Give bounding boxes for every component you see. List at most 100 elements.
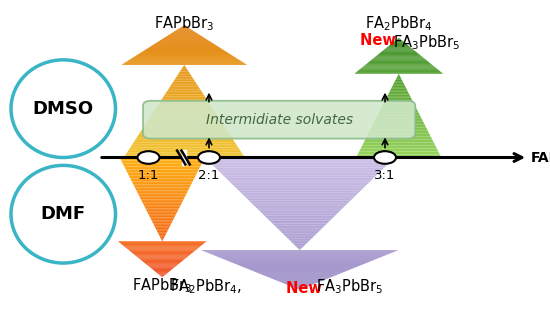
Polygon shape xyxy=(213,255,386,256)
Polygon shape xyxy=(139,53,230,54)
Polygon shape xyxy=(138,257,186,258)
Polygon shape xyxy=(119,242,206,243)
Polygon shape xyxy=(138,193,186,195)
Polygon shape xyxy=(295,288,305,289)
Polygon shape xyxy=(385,99,412,101)
Polygon shape xyxy=(271,222,328,224)
Polygon shape xyxy=(378,54,420,55)
Polygon shape xyxy=(142,203,182,204)
Polygon shape xyxy=(150,217,174,219)
Polygon shape xyxy=(122,245,202,246)
Polygon shape xyxy=(136,189,189,190)
Polygon shape xyxy=(137,192,188,193)
Polygon shape xyxy=(172,32,197,33)
Polygon shape xyxy=(377,114,420,116)
Polygon shape xyxy=(367,135,431,137)
Polygon shape xyxy=(139,133,230,134)
Polygon shape xyxy=(157,41,211,42)
Polygon shape xyxy=(221,258,379,259)
Polygon shape xyxy=(163,96,206,98)
Polygon shape xyxy=(228,261,371,262)
Polygon shape xyxy=(156,228,169,229)
Polygon shape xyxy=(124,156,245,158)
FancyBboxPatch shape xyxy=(143,101,415,139)
Polygon shape xyxy=(252,204,347,205)
Polygon shape xyxy=(283,233,317,235)
Polygon shape xyxy=(146,121,222,123)
Polygon shape xyxy=(370,60,427,61)
Polygon shape xyxy=(254,205,345,207)
Polygon shape xyxy=(279,230,320,232)
Polygon shape xyxy=(135,187,190,189)
Polygon shape xyxy=(132,181,192,183)
Polygon shape xyxy=(393,83,404,84)
Polygon shape xyxy=(366,137,432,138)
Polygon shape xyxy=(358,70,440,71)
Polygon shape xyxy=(286,237,313,238)
Polygon shape xyxy=(370,129,428,130)
Polygon shape xyxy=(162,98,207,100)
Polygon shape xyxy=(135,139,234,141)
Polygon shape xyxy=(360,149,438,150)
Polygon shape xyxy=(139,258,185,259)
Polygon shape xyxy=(213,166,386,168)
Polygon shape xyxy=(217,169,383,171)
Polygon shape xyxy=(262,214,337,215)
Polygon shape xyxy=(392,86,405,87)
Polygon shape xyxy=(390,89,407,90)
Polygon shape xyxy=(360,68,438,69)
Polygon shape xyxy=(122,64,247,65)
Polygon shape xyxy=(397,75,400,77)
Polygon shape xyxy=(205,158,395,159)
Polygon shape xyxy=(142,201,183,203)
Polygon shape xyxy=(371,128,427,129)
Polygon shape xyxy=(151,219,174,220)
Polygon shape xyxy=(123,63,246,64)
Polygon shape xyxy=(168,88,200,90)
Polygon shape xyxy=(397,77,401,78)
Polygon shape xyxy=(362,144,435,146)
Polygon shape xyxy=(123,163,202,165)
Polygon shape xyxy=(141,199,184,201)
Polygon shape xyxy=(171,83,197,85)
Polygon shape xyxy=(148,118,220,119)
Polygon shape xyxy=(156,229,168,231)
Polygon shape xyxy=(175,30,194,31)
Polygon shape xyxy=(242,194,358,196)
Polygon shape xyxy=(156,106,212,108)
Polygon shape xyxy=(240,266,359,267)
Polygon shape xyxy=(382,50,415,51)
Polygon shape xyxy=(155,271,170,272)
Polygon shape xyxy=(358,153,440,155)
Polygon shape xyxy=(237,189,362,191)
Polygon shape xyxy=(391,43,406,44)
Polygon shape xyxy=(146,210,178,211)
Polygon shape xyxy=(278,229,322,230)
Polygon shape xyxy=(273,224,327,225)
Polygon shape xyxy=(150,116,219,118)
Polygon shape xyxy=(388,93,409,94)
Polygon shape xyxy=(131,58,238,59)
Polygon shape xyxy=(235,187,364,189)
Circle shape xyxy=(198,151,220,164)
Polygon shape xyxy=(281,232,318,233)
Polygon shape xyxy=(144,124,224,126)
Polygon shape xyxy=(143,126,226,128)
Polygon shape xyxy=(232,184,367,186)
Polygon shape xyxy=(146,264,179,265)
Text: FABr/PbBr₂: FABr/PbBr₂ xyxy=(531,151,550,164)
Polygon shape xyxy=(122,162,202,163)
Polygon shape xyxy=(178,28,190,29)
Polygon shape xyxy=(380,52,417,53)
Polygon shape xyxy=(149,266,175,267)
Polygon shape xyxy=(126,248,199,249)
Polygon shape xyxy=(124,166,200,168)
Polygon shape xyxy=(259,210,340,212)
Polygon shape xyxy=(267,219,332,220)
Polygon shape xyxy=(167,35,201,36)
Polygon shape xyxy=(395,78,402,80)
Polygon shape xyxy=(367,134,430,135)
Polygon shape xyxy=(139,197,185,198)
Polygon shape xyxy=(120,159,204,161)
Polygon shape xyxy=(137,54,232,55)
